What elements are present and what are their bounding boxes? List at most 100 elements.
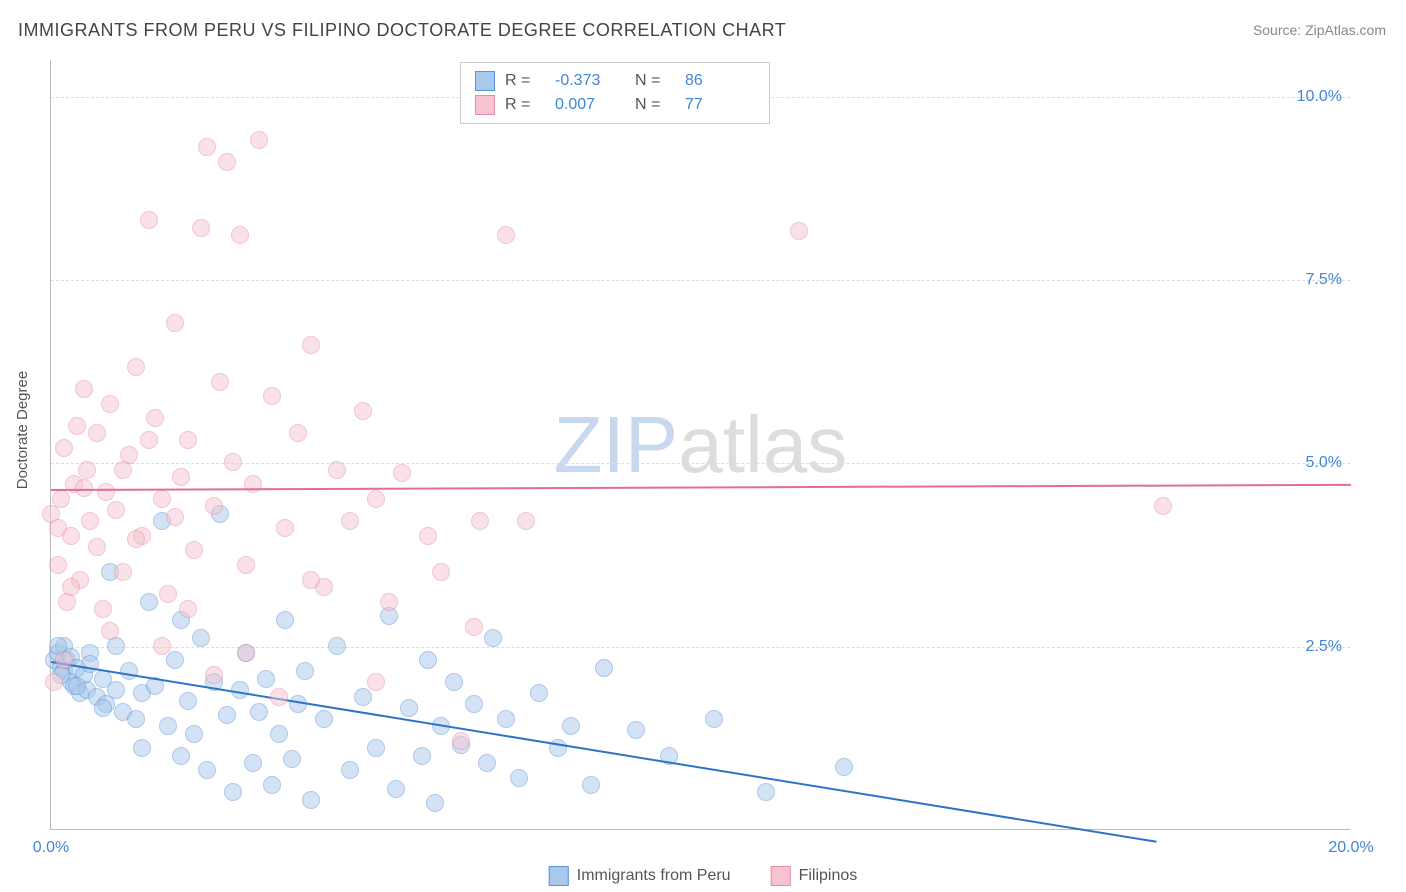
n-label: N =: [635, 72, 675, 90]
scatter-point: [497, 226, 515, 244]
scatter-point: [757, 783, 775, 801]
scatter-point: [283, 750, 301, 768]
scatter-point: [244, 475, 262, 493]
scatter-point: [413, 747, 431, 765]
scatter-point: [341, 512, 359, 530]
y-tick-label: 10.0%: [1297, 88, 1342, 106]
scatter-point: [276, 611, 294, 629]
scatter-point: [127, 358, 145, 376]
scatter-point: [49, 519, 67, 537]
scatter-point: [315, 710, 333, 728]
scatter-point: [302, 791, 320, 809]
x-tick-label: 20.0%: [1328, 839, 1373, 857]
scatter-point: [517, 512, 535, 530]
scatter-point: [198, 761, 216, 779]
scatter-point: [835, 758, 853, 776]
scatter-point: [159, 717, 177, 735]
scatter-point: [218, 706, 236, 724]
scatter-point: [237, 556, 255, 574]
n-label: N =: [635, 96, 675, 114]
scatter-point: [146, 409, 164, 427]
scatter-point: [78, 461, 96, 479]
scatter-point: [250, 703, 268, 721]
chart-container: IMMIGRANTS FROM PERU VS FILIPINO DOCTORA…: [0, 0, 1406, 892]
scatter-point: [224, 453, 242, 471]
scatter-point: [120, 662, 138, 680]
scatter-point: [153, 637, 171, 655]
scatter-point: [419, 527, 437, 545]
scatter-point: [88, 538, 106, 556]
scatter-point: [445, 673, 463, 691]
scatter-point: [270, 725, 288, 743]
legend-series: Immigrants from Peru Filipinos: [549, 866, 858, 886]
y-axis-title: Doctorate Degree: [14, 371, 31, 489]
scatter-point: [367, 673, 385, 691]
r-value-1: -0.373: [555, 72, 625, 90]
scatter-point: [140, 431, 158, 449]
legend-swatch-blue: [549, 866, 569, 886]
scatter-point: [341, 761, 359, 779]
scatter-point: [101, 622, 119, 640]
watermark-zip: ZIP: [554, 400, 678, 489]
scatter-point: [127, 530, 145, 548]
scatter-point: [419, 651, 437, 669]
scatter-point: [140, 211, 158, 229]
n-value-1: 86: [685, 72, 755, 90]
scatter-point: [68, 677, 86, 695]
scatter-point: [250, 131, 268, 149]
scatter-point: [211, 373, 229, 391]
scatter-point: [432, 563, 450, 581]
scatter-point: [179, 600, 197, 618]
scatter-point: [387, 780, 405, 798]
scatter-point: [224, 783, 242, 801]
scatter-point: [159, 585, 177, 603]
y-tick-label: 5.0%: [1306, 454, 1342, 472]
scatter-point: [426, 794, 444, 812]
legend-label-2: Filipinos: [799, 867, 858, 885]
scatter-point: [400, 699, 418, 717]
scatter-point: [705, 710, 723, 728]
legend-swatch-pink: [771, 866, 791, 886]
gridline: [51, 280, 1350, 281]
scatter-point: [367, 739, 385, 757]
scatter-point: [790, 222, 808, 240]
scatter-point: [497, 710, 515, 728]
scatter-point: [510, 769, 528, 787]
scatter-point: [354, 688, 372, 706]
scatter-point: [62, 578, 80, 596]
scatter-point: [185, 725, 203, 743]
scatter-point: [328, 637, 346, 655]
scatter-point: [478, 754, 496, 772]
scatter-point: [257, 670, 275, 688]
plot-area: ZIPatlas 2.5%5.0%7.5%10.0%0.0%20.0%: [50, 60, 1350, 830]
scatter-point: [270, 688, 288, 706]
scatter-point: [263, 776, 281, 794]
y-tick-label: 2.5%: [1306, 638, 1342, 656]
scatter-point: [465, 695, 483, 713]
scatter-point: [595, 659, 613, 677]
legend-item-1: Immigrants from Peru: [549, 866, 731, 886]
scatter-point: [484, 629, 502, 647]
scatter-point: [393, 464, 411, 482]
scatter-point: [55, 651, 73, 669]
legend-swatch-pink: [475, 95, 495, 115]
scatter-point: [179, 692, 197, 710]
legend-row-series1: R = -0.373 N = 86: [475, 69, 755, 93]
x-tick-label: 0.0%: [33, 839, 69, 857]
scatter-point: [354, 402, 372, 420]
scatter-point: [166, 651, 184, 669]
scatter-point: [55, 439, 73, 457]
scatter-point: [218, 153, 236, 171]
scatter-point: [94, 600, 112, 618]
legend-item-2: Filipinos: [771, 866, 858, 886]
scatter-point: [133, 739, 151, 757]
scatter-point: [172, 468, 190, 486]
trend-line: [51, 661, 1156, 843]
scatter-point: [302, 336, 320, 354]
scatter-point: [179, 431, 197, 449]
scatter-point: [471, 512, 489, 530]
scatter-point: [172, 747, 190, 765]
legend-label-1: Immigrants from Peru: [577, 867, 731, 885]
y-tick-label: 7.5%: [1306, 271, 1342, 289]
scatter-point: [185, 541, 203, 559]
